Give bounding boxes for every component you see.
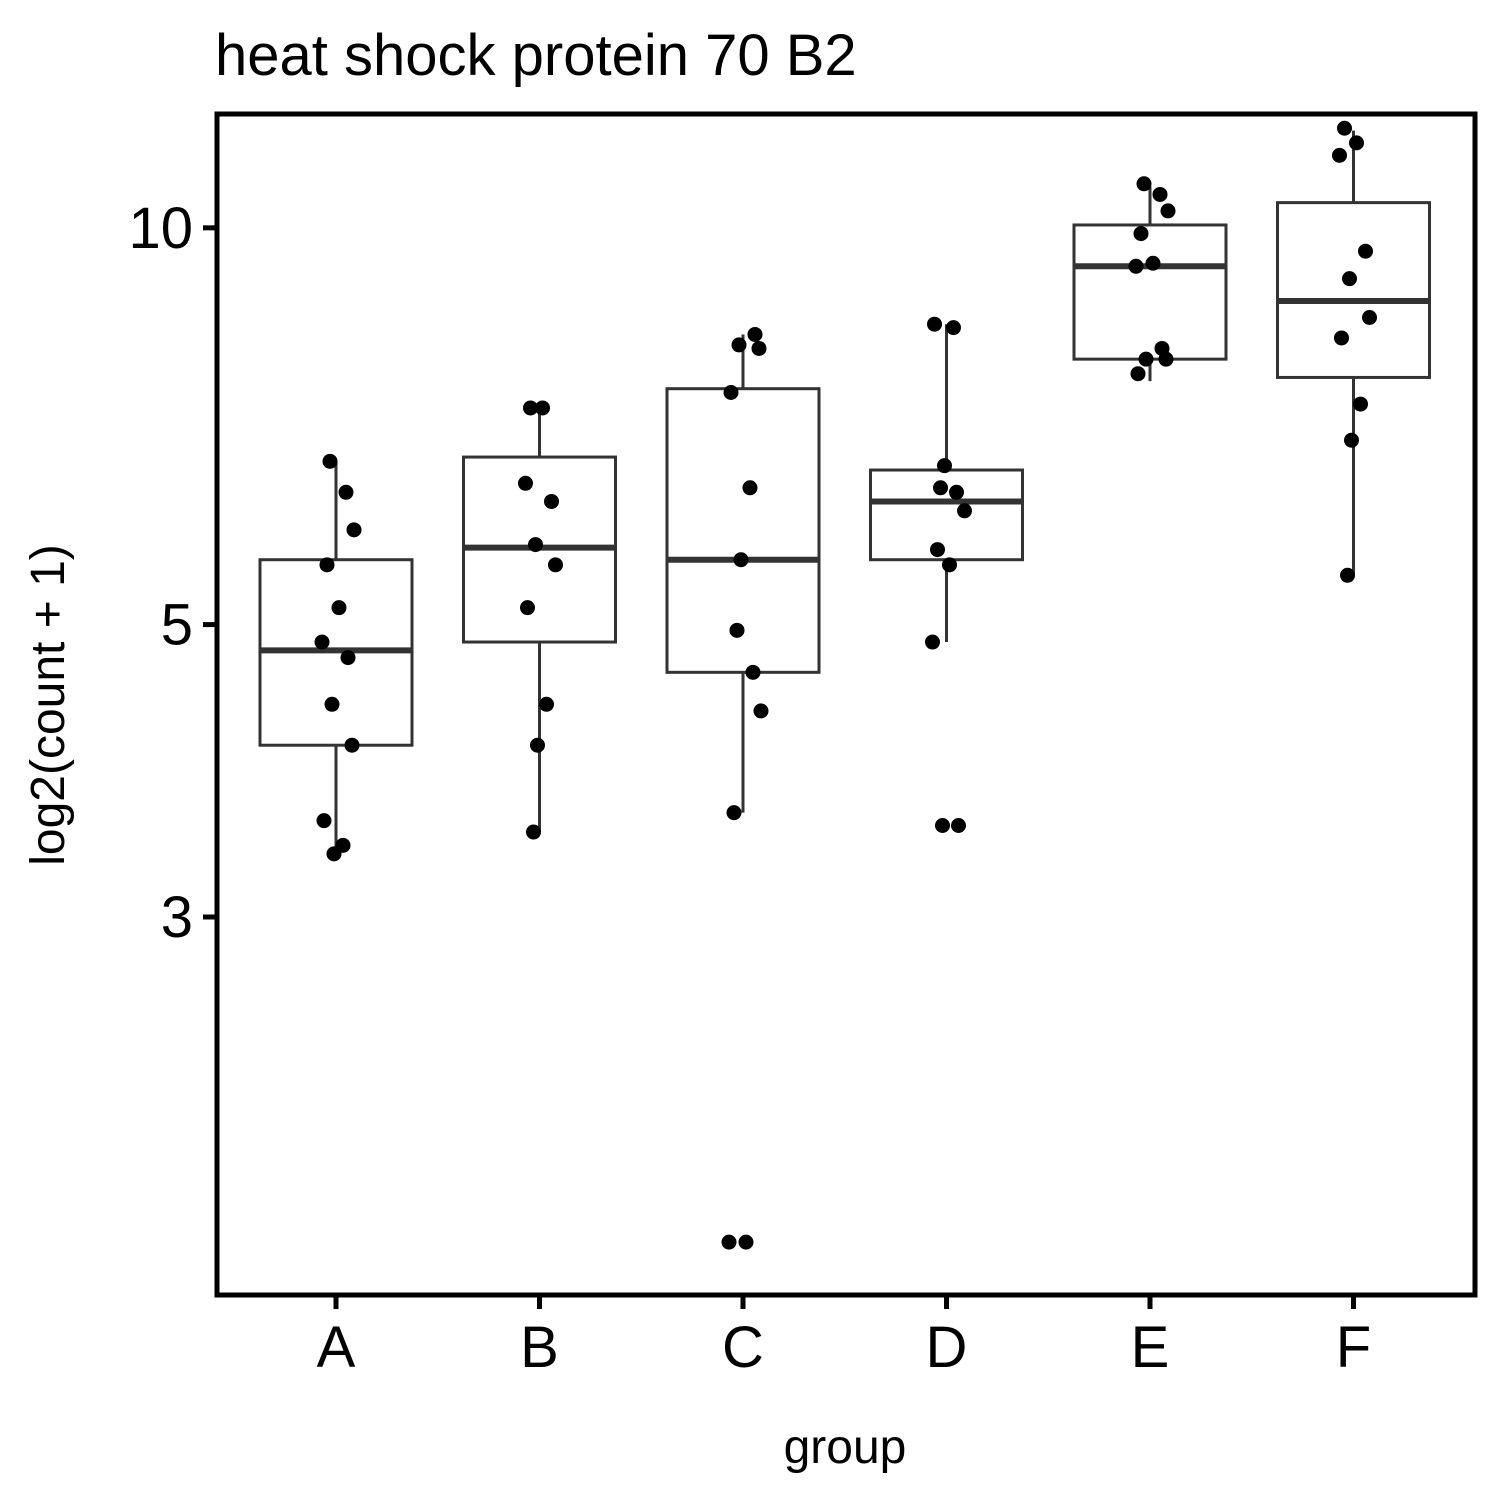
- data-point-a: [322, 453, 338, 469]
- plot-frame: [214, 111, 1478, 1298]
- x-tick-label: E: [1131, 1315, 1170, 1380]
- data-point-d: [935, 818, 950, 834]
- data-point-b: [526, 824, 541, 840]
- data-point-a: [319, 557, 335, 573]
- data-point-f: [1362, 309, 1377, 325]
- y-axis-title: log2(count + 1): [22, 544, 75, 866]
- data-point-b: [548, 557, 563, 573]
- data-point-f: [1353, 396, 1368, 412]
- data-point-a: [316, 813, 332, 829]
- data-point-e: [1138, 351, 1154, 367]
- box-c: [665, 387, 821, 674]
- data-point-b: [535, 400, 550, 416]
- data-point-c: [721, 1234, 737, 1250]
- data-point-f: [1334, 330, 1349, 346]
- x-axis-title: group: [784, 1421, 907, 1474]
- data-point-c: [733, 552, 749, 568]
- data-point-c: [726, 805, 742, 821]
- data-point-d: [957, 503, 972, 519]
- box-e: [1072, 223, 1228, 361]
- data-point-d: [951, 818, 966, 834]
- data-point-a: [338, 484, 354, 500]
- data-point-e: [1130, 366, 1146, 382]
- data-point-b: [523, 400, 538, 416]
- data-point-e: [1158, 351, 1174, 367]
- data-point-d: [946, 320, 961, 336]
- data-point-e: [1160, 203, 1176, 219]
- data-point-b: [520, 600, 535, 616]
- data-point-e: [1136, 176, 1152, 192]
- data-point-f: [1358, 243, 1373, 259]
- y-tick-label: 3: [161, 885, 193, 950]
- data-point-e: [1128, 258, 1144, 274]
- data-point-c: [723, 384, 739, 400]
- y-tick-label: 10: [128, 196, 193, 261]
- data-point-d: [927, 316, 942, 332]
- data-point-b: [518, 475, 533, 491]
- data-point-c: [745, 664, 761, 680]
- data-point-e: [1152, 186, 1168, 202]
- data-point-a: [340, 650, 356, 666]
- data-point-d: [937, 458, 952, 474]
- data-point-c: [729, 622, 745, 638]
- data-point-e: [1133, 226, 1149, 242]
- data-point-c: [731, 337, 747, 353]
- box-f: [1276, 201, 1431, 379]
- data-point-b: [544, 493, 559, 509]
- data-point-a: [324, 696, 340, 712]
- data-point-a: [331, 600, 347, 616]
- data-point-f: [1344, 432, 1359, 448]
- data-point-e: [1145, 255, 1161, 271]
- x-tick-label: F: [1336, 1315, 1371, 1380]
- data-point-a: [344, 737, 360, 753]
- data-point-c: [742, 480, 758, 496]
- chart-title: heat shock protein 70 B2: [215, 23, 857, 88]
- data-point-f: [1337, 120, 1352, 136]
- plot-area: 3 5 10 A B C D E F: [128, 111, 1478, 1380]
- data-point-f: [1340, 567, 1355, 583]
- data-point-f: [1332, 147, 1347, 163]
- x-tick-label: D: [926, 1315, 968, 1380]
- x-tick-label: A: [317, 1315, 356, 1380]
- data-point-a: [326, 846, 342, 862]
- x-tick-label: C: [722, 1315, 764, 1380]
- data-point-f: [1349, 135, 1364, 151]
- data-point-f: [1342, 271, 1357, 287]
- data-point-c: [738, 1234, 754, 1250]
- y-tick-label: 5: [161, 593, 193, 658]
- data-point-d: [949, 484, 964, 500]
- data-point-b: [539, 696, 554, 712]
- data-point-b: [528, 537, 543, 553]
- data-point-d: [925, 634, 940, 650]
- data-point-c: [753, 703, 769, 719]
- data-point-d: [933, 480, 948, 496]
- data-point-c: [751, 340, 767, 356]
- data-point-a: [346, 522, 362, 538]
- data-point-a: [314, 634, 330, 650]
- data-point-d: [942, 557, 957, 573]
- data-point-b: [530, 737, 545, 753]
- data-point-d: [930, 542, 945, 558]
- x-tick-label: B: [520, 1315, 559, 1380]
- data-point-c: [747, 326, 763, 342]
